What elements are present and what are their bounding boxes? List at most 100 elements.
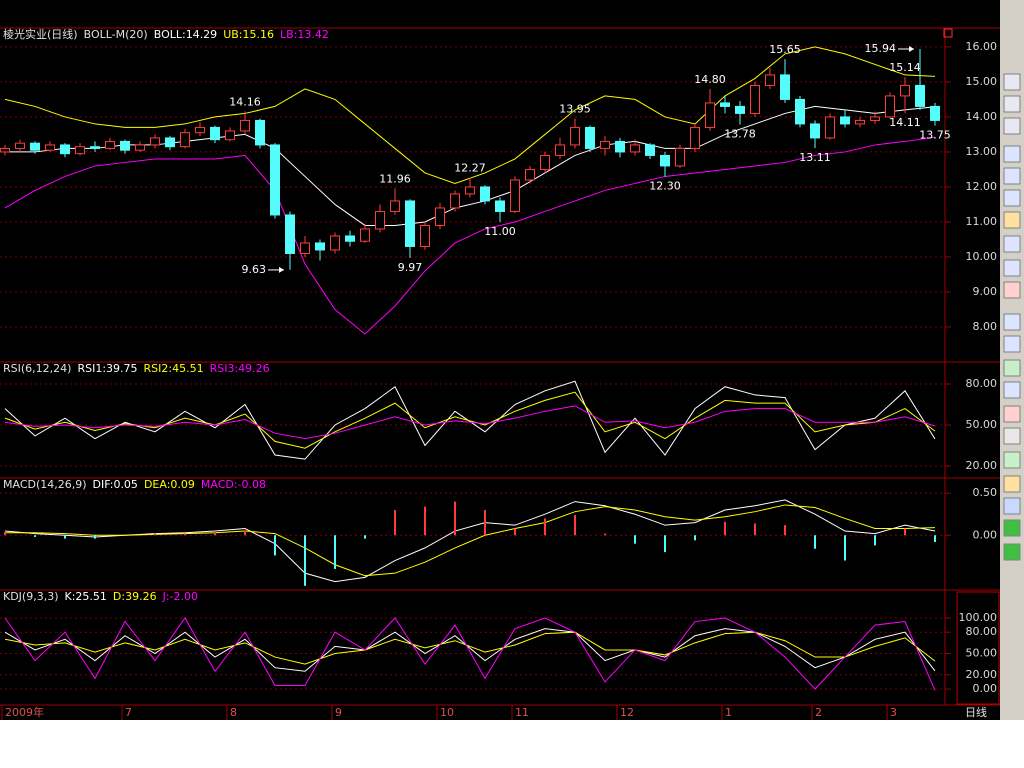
y-tick-label: 8.00 bbox=[973, 320, 998, 333]
candle-body bbox=[120, 140, 130, 151]
tool-icon[interactable] bbox=[1003, 543, 1021, 561]
candle-body bbox=[690, 126, 700, 149]
tool-icon[interactable] bbox=[1003, 451, 1021, 469]
tool-icon[interactable] bbox=[1003, 313, 1021, 331]
price-annotation: 11.96 bbox=[379, 172, 411, 185]
tool-icon[interactable] bbox=[1003, 405, 1021, 423]
candle-body bbox=[480, 186, 490, 202]
price-annotation: 15.94 bbox=[865, 42, 897, 55]
indicator-line bbox=[4, 405, 936, 440]
price-annotation: 13.11 bbox=[799, 151, 831, 164]
price-annotation: 15.14 bbox=[889, 61, 921, 74]
candle-body bbox=[765, 74, 775, 86]
price-annotation: 12.27 bbox=[454, 161, 486, 174]
legend-entry: K:25.51 bbox=[65, 590, 107, 603]
legend-entry: UB:15.16 bbox=[223, 28, 274, 41]
candle-body bbox=[300, 242, 310, 254]
legend-entry: RSI2:45.51 bbox=[144, 362, 204, 375]
tool-icon[interactable] bbox=[1003, 497, 1021, 515]
tool-icon[interactable] bbox=[1003, 167, 1021, 185]
candle-body bbox=[810, 123, 820, 139]
tool-icon[interactable] bbox=[1003, 117, 1021, 135]
tool-icon[interactable] bbox=[1003, 73, 1021, 91]
y-tick-label: 0.00 bbox=[973, 682, 998, 695]
indicator-line bbox=[5, 504, 936, 577]
candle-body bbox=[585, 126, 595, 149]
candle-body bbox=[435, 207, 445, 226]
legend-entry: DIF:0.05 bbox=[93, 478, 138, 491]
tool-icon[interactable] bbox=[1003, 95, 1021, 113]
indicator-line bbox=[4, 136, 936, 335]
candle-body bbox=[390, 200, 400, 212]
tool-icon[interactable] bbox=[1003, 259, 1021, 277]
tool-icon[interactable] bbox=[1003, 145, 1021, 163]
candle-body bbox=[705, 102, 715, 128]
candle-body bbox=[450, 193, 460, 209]
indicator-name: BOLL-M(20) bbox=[84, 28, 148, 41]
tool-icon[interactable] bbox=[1003, 335, 1021, 353]
price-annotation: 9.97 bbox=[398, 261, 423, 274]
candle-body bbox=[360, 228, 370, 242]
tool-icon[interactable] bbox=[1003, 359, 1021, 377]
price-annotation: 14.16 bbox=[229, 95, 261, 108]
window-button[interactable] bbox=[943, 28, 953, 38]
legend-entry: MACD:-0.08 bbox=[201, 478, 266, 491]
candle-body bbox=[495, 200, 505, 212]
y-tick-label: 80.00 bbox=[966, 377, 998, 390]
y-tick-label: 50.00 bbox=[966, 647, 998, 660]
candle-body bbox=[795, 98, 805, 125]
tool-icon[interactable] bbox=[1003, 381, 1021, 399]
candle-body bbox=[900, 84, 910, 97]
y-tick-label: 14.00 bbox=[966, 110, 998, 123]
price-annotation: 14.80 bbox=[694, 73, 726, 86]
indicator-name: 棱光实业(日线) bbox=[3, 27, 78, 41]
y-tick-label: 12.00 bbox=[966, 180, 998, 193]
y-tick-label: 20.00 bbox=[966, 668, 998, 681]
legend-entry: DEA:0.09 bbox=[144, 478, 195, 491]
candle-body bbox=[720, 102, 730, 107]
annotation-arrowhead bbox=[909, 46, 914, 53]
candle-body bbox=[345, 235, 355, 242]
candle-body bbox=[870, 116, 880, 121]
price-annotation: 11.00 bbox=[484, 225, 516, 238]
tool-icon[interactable] bbox=[1003, 281, 1021, 299]
candle-body bbox=[180, 132, 190, 148]
candle-body bbox=[270, 144, 280, 216]
candle-body bbox=[645, 144, 655, 156]
candle-body bbox=[165, 137, 175, 148]
indicator-line bbox=[4, 380, 936, 460]
candle-body bbox=[510, 179, 520, 212]
x-tick-label: 7 bbox=[125, 706, 132, 719]
candle-body bbox=[15, 142, 25, 149]
candle-body bbox=[420, 224, 430, 247]
candle-body bbox=[540, 154, 550, 170]
indicator-line bbox=[4, 631, 936, 665]
candle-body bbox=[615, 140, 625, 153]
candle-body bbox=[0, 147, 10, 153]
candle-body bbox=[570, 126, 580, 146]
y-tick-label: 20.00 bbox=[966, 459, 998, 472]
candle-body bbox=[555, 144, 565, 156]
price-annotation: 13.95 bbox=[559, 103, 591, 116]
period-label: 日线 bbox=[965, 705, 987, 719]
y-tick-label: 80.00 bbox=[966, 625, 998, 638]
candle-body bbox=[735, 105, 745, 114]
tool-icon[interactable] bbox=[1003, 189, 1021, 207]
candle-body bbox=[885, 95, 895, 118]
tool-icon[interactable] bbox=[1003, 427, 1021, 445]
candle-body bbox=[630, 144, 640, 153]
y-tick-label: 10.00 bbox=[966, 250, 998, 263]
price-annotation: 12.30 bbox=[649, 179, 681, 192]
price-annotation: 13.78 bbox=[724, 128, 756, 141]
tool-icon[interactable] bbox=[1003, 235, 1021, 253]
indicator-line bbox=[4, 628, 936, 672]
tool-icon[interactable] bbox=[1003, 519, 1021, 537]
tool-icon[interactable] bbox=[1003, 211, 1021, 229]
x-tick-label: 3 bbox=[890, 706, 897, 719]
candle-body bbox=[855, 119, 865, 125]
x-tick-label: 2 bbox=[815, 706, 822, 719]
candle-body bbox=[210, 126, 220, 141]
legend-entry: RSI3:49.26 bbox=[210, 362, 270, 375]
tool-icon[interactable] bbox=[1003, 475, 1021, 493]
legend-entry: D:39.26 bbox=[113, 590, 157, 603]
